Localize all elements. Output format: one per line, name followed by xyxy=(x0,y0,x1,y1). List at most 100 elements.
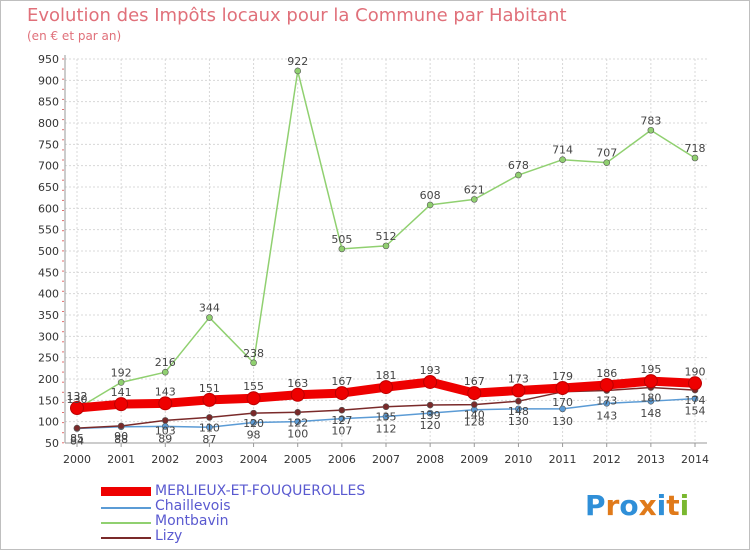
proxiti-logo: Proxiti xyxy=(585,489,689,522)
y-tick-label: 400 xyxy=(38,288,59,301)
data-label: 179 xyxy=(552,370,573,383)
logo-letter: i xyxy=(679,489,690,522)
data-point[interactable] xyxy=(338,406,346,414)
data-label: 148 xyxy=(508,405,529,418)
data-point[interactable] xyxy=(426,401,434,409)
data-point[interactable] xyxy=(117,379,125,386)
data-point[interactable] xyxy=(246,391,261,406)
data-point[interactable] xyxy=(338,415,346,422)
data-point[interactable] xyxy=(250,419,257,426)
data-label: 344 xyxy=(199,302,220,315)
x-tick-label: 2010 xyxy=(504,453,532,466)
data-point[interactable] xyxy=(294,418,302,425)
legend-swatch-merlieux xyxy=(101,487,151,496)
data-point[interactable] xyxy=(555,380,570,395)
data-point[interactable] xyxy=(647,397,655,405)
data-label: 87 xyxy=(202,433,216,446)
data-point[interactable] xyxy=(73,424,81,432)
data-label: 140 xyxy=(464,409,485,422)
data-point[interactable] xyxy=(382,403,390,411)
data-point[interactable] xyxy=(294,67,302,75)
data-label: 107 xyxy=(331,425,352,438)
data-label: 90 xyxy=(114,430,128,443)
data-point[interactable] xyxy=(426,201,434,209)
data-point[interactable] xyxy=(206,314,213,321)
data-point[interactable] xyxy=(202,392,217,407)
x-tick-label: 2006 xyxy=(328,453,356,466)
data-label: 112 xyxy=(376,423,397,436)
data-point[interactable] xyxy=(338,245,346,253)
data-point[interactable] xyxy=(70,401,84,416)
data-point[interactable] xyxy=(515,397,522,405)
data-label: 783 xyxy=(640,114,661,127)
y-tick-label: 550 xyxy=(38,224,59,237)
x-tick-label: 2011 xyxy=(549,453,577,466)
data-point[interactable] xyxy=(161,368,169,376)
data-point[interactable] xyxy=(515,171,522,179)
data-label: 120 xyxy=(243,417,264,430)
y-tick-label: 100 xyxy=(38,416,59,429)
data-point[interactable] xyxy=(470,401,478,408)
x-tick-label: 2004 xyxy=(240,453,268,466)
data-point[interactable] xyxy=(511,383,526,398)
data-label: 173 xyxy=(508,373,529,386)
data-label: 216 xyxy=(155,356,176,369)
chart-subtitle: (en € et par an) xyxy=(27,29,122,43)
data-point[interactable] xyxy=(691,154,699,162)
data-label: 170 xyxy=(552,396,573,409)
data-label: 192 xyxy=(111,366,132,379)
data-point[interactable] xyxy=(250,409,257,417)
data-point[interactable] xyxy=(206,414,213,421)
data-point[interactable] xyxy=(423,374,438,389)
data-label: 163 xyxy=(287,377,308,390)
data-point[interactable] xyxy=(250,359,257,367)
data-point[interactable] xyxy=(382,242,390,250)
data-label: 181 xyxy=(376,369,397,382)
data-label: 122 xyxy=(287,416,308,429)
logo-letter: o xyxy=(619,489,639,522)
data-point[interactable] xyxy=(603,159,611,166)
data-label: 128 xyxy=(464,416,485,429)
data-point[interactable] xyxy=(559,405,566,413)
data-point[interactable] xyxy=(515,405,522,413)
data-point[interactable] xyxy=(379,380,393,395)
data-point[interactable] xyxy=(294,408,302,416)
data-label: 88 xyxy=(114,433,128,446)
logo-letter: i xyxy=(656,489,667,522)
x-tick-label: 2009 xyxy=(460,453,488,466)
data-point[interactable] xyxy=(382,413,390,420)
data-label: 155 xyxy=(243,380,264,393)
data-label: 167 xyxy=(464,375,485,388)
data-point[interactable] xyxy=(334,386,349,401)
data-point[interactable] xyxy=(599,377,614,392)
data-label: 195 xyxy=(640,363,661,376)
data-point[interactable] xyxy=(290,387,305,402)
legend-swatch-montbavin xyxy=(101,522,151,524)
data-label: 141 xyxy=(111,386,132,399)
y-tick-label: 500 xyxy=(38,245,59,258)
data-label: 608 xyxy=(420,189,441,202)
x-tick-label: 2007 xyxy=(372,453,400,466)
y-tick-label: 900 xyxy=(38,74,59,87)
data-point[interactable] xyxy=(559,156,566,163)
data-point[interactable] xyxy=(117,422,125,430)
data-label: 512 xyxy=(376,230,397,243)
data-point[interactable] xyxy=(647,126,655,134)
data-point[interactable] xyxy=(161,417,169,424)
data-label: 103 xyxy=(155,424,176,437)
data-point[interactable] xyxy=(426,409,434,417)
data-point[interactable] xyxy=(467,386,482,401)
data-point[interactable] xyxy=(688,376,702,391)
data-point[interactable] xyxy=(603,400,611,407)
data-point[interactable] xyxy=(691,395,699,402)
x-tick-label: 2005 xyxy=(284,453,312,466)
data-point[interactable] xyxy=(114,397,129,412)
data-point[interactable] xyxy=(206,423,213,431)
data-label: 707 xyxy=(596,147,617,160)
data-point[interactable] xyxy=(470,196,478,203)
x-tick-label: 2000 xyxy=(63,453,91,466)
data-label: 130 xyxy=(508,415,529,428)
data-point[interactable] xyxy=(643,374,658,389)
data-label: 132 xyxy=(67,390,88,403)
data-point[interactable] xyxy=(158,396,173,411)
